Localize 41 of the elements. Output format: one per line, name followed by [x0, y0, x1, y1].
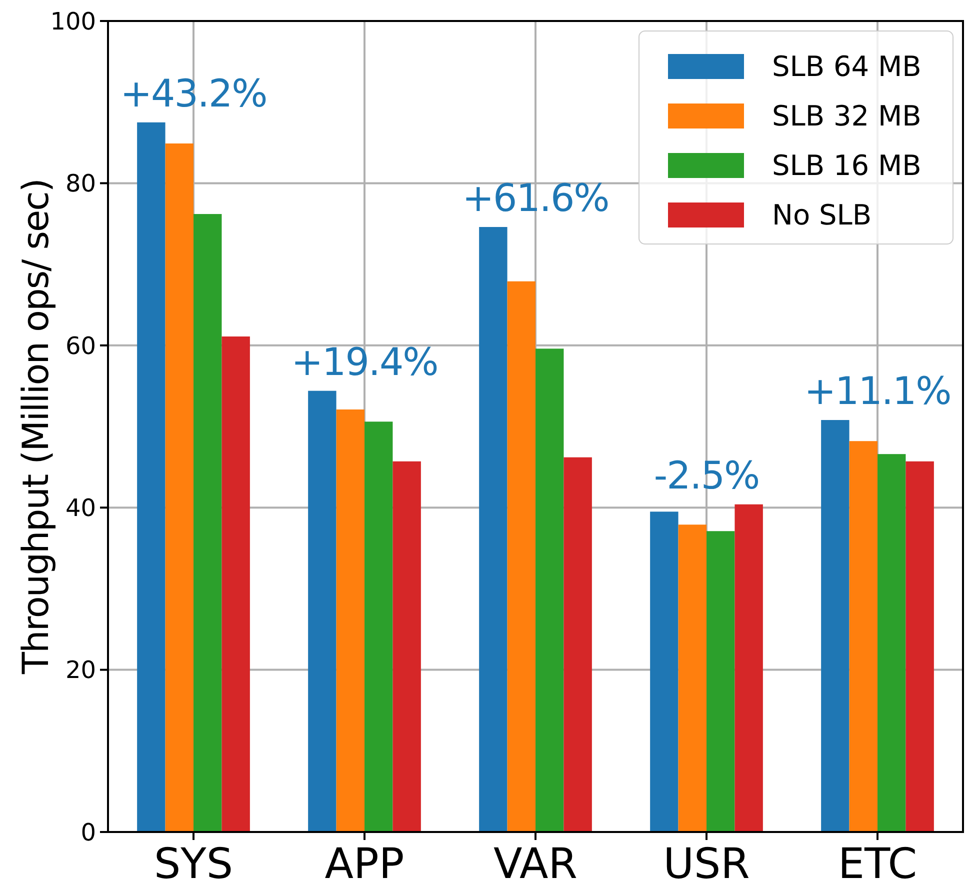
bar [137, 122, 166, 832]
x-tick-label: VAR [494, 839, 578, 888]
legend-label: No SLB [772, 198, 872, 232]
y-axis-title: Throughput (Million ops/ sec) [16, 179, 57, 675]
legend-label: SLB 16 MB [772, 149, 922, 182]
bar [734, 504, 763, 832]
x-tick-label: USR [663, 839, 750, 888]
legend-label: SLB 64 MB [772, 50, 922, 83]
bar [336, 409, 364, 832]
y-tick-label: 40 [65, 494, 96, 522]
bar [706, 531, 735, 832]
y-tick-label: 20 [65, 656, 96, 684]
y-tick-label: 60 [65, 332, 96, 360]
bar [507, 281, 536, 832]
bar [564, 457, 592, 832]
bar [479, 226, 508, 832]
bar [849, 441, 878, 832]
annotation: +19.4% [291, 340, 438, 384]
bar [650, 512, 678, 832]
bar [678, 524, 706, 832]
bar [878, 454, 906, 832]
bar [308, 390, 336, 832]
bar [906, 461, 934, 832]
y-tick-label: 80 [65, 170, 96, 198]
annotation: +43.2% [120, 71, 267, 116]
bar [364, 422, 393, 832]
y-tick-label: 0 [80, 818, 96, 846]
bar [821, 420, 850, 832]
bar [165, 143, 194, 832]
bar [392, 461, 421, 832]
annotation: -2.5% [654, 453, 760, 498]
x-tick-label: APP [324, 839, 404, 888]
y-tick-label: 100 [50, 7, 96, 36]
annotation: +11.1% [804, 369, 951, 414]
bar [194, 214, 222, 832]
x-tick-label: SYS [154, 839, 233, 888]
annotation: +61.6% [462, 176, 609, 220]
bar [222, 336, 250, 832]
x-tick-label: ETC [838, 839, 918, 888]
bar [536, 348, 564, 832]
legend-label: SLB 32 MB [772, 100, 922, 132]
